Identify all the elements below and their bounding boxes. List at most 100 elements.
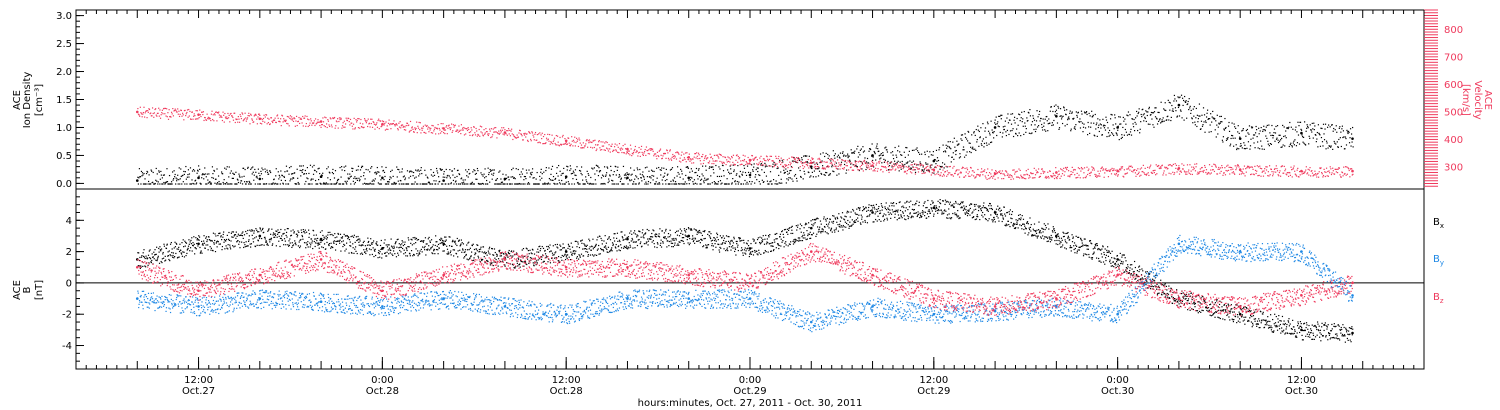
data-point bbox=[300, 175, 302, 177]
data-point bbox=[486, 179, 488, 182]
data-point bbox=[513, 177, 515, 179]
data-point bbox=[689, 171, 691, 173]
data-point bbox=[915, 148, 917, 150]
data-point bbox=[738, 157, 741, 159]
data-point bbox=[355, 119, 357, 121]
data-point bbox=[801, 157, 803, 159]
data-point bbox=[195, 237, 197, 239]
data-point bbox=[426, 176, 428, 178]
data-point bbox=[1220, 115, 1222, 118]
data-point bbox=[171, 251, 173, 254]
data-point bbox=[146, 117, 148, 119]
data-point bbox=[1329, 145, 1331, 147]
data-point bbox=[474, 132, 476, 134]
data-point bbox=[1097, 126, 1099, 129]
data-point bbox=[730, 168, 732, 170]
data-point bbox=[969, 142, 971, 144]
data-point bbox=[463, 126, 465, 129]
data-point bbox=[634, 183, 636, 185]
data-point bbox=[355, 169, 358, 171]
data-point bbox=[141, 172, 144, 174]
data-point bbox=[670, 158, 672, 160]
data-point bbox=[1162, 172, 1165, 174]
data-point bbox=[1269, 132, 1271, 134]
data-point bbox=[225, 183, 227, 185]
data-point bbox=[862, 146, 864, 148]
data-point bbox=[206, 113, 208, 115]
data-point bbox=[270, 117, 272, 119]
data-point bbox=[1004, 125, 1006, 127]
data-point bbox=[596, 170, 598, 172]
data-point bbox=[432, 125, 434, 127]
data-point bbox=[732, 161, 734, 163]
data-point bbox=[1050, 106, 1052, 108]
data-point bbox=[624, 143, 626, 145]
data-point bbox=[1157, 111, 1159, 114]
series-anchor-point bbox=[687, 156, 691, 159]
data-point bbox=[688, 159, 690, 161]
data-point bbox=[551, 179, 553, 181]
data-point bbox=[1334, 142, 1336, 144]
data-point bbox=[1321, 127, 1323, 130]
data-point bbox=[423, 183, 425, 185]
data-point bbox=[1312, 175, 1314, 177]
data-point bbox=[1255, 172, 1257, 175]
data-point bbox=[630, 167, 632, 169]
data-point bbox=[1245, 129, 1247, 132]
data-point bbox=[886, 149, 888, 151]
data-point bbox=[143, 256, 146, 258]
data-point bbox=[189, 250, 191, 252]
data-point bbox=[160, 114, 162, 116]
data-point bbox=[993, 175, 995, 177]
data-point bbox=[936, 173, 938, 175]
data-point bbox=[948, 166, 950, 168]
data-point bbox=[428, 181, 430, 183]
data-point bbox=[999, 115, 1001, 118]
data-point bbox=[849, 159, 851, 161]
data-point bbox=[474, 134, 477, 136]
data-point bbox=[620, 178, 622, 180]
data-point bbox=[860, 160, 862, 163]
data-point bbox=[1295, 175, 1298, 177]
data-point bbox=[1236, 165, 1238, 167]
data-point bbox=[958, 169, 960, 171]
data-point bbox=[1153, 172, 1155, 174]
data-point bbox=[985, 142, 988, 144]
data-point bbox=[148, 250, 150, 252]
data-point bbox=[449, 169, 451, 171]
data-point bbox=[938, 147, 941, 149]
data-point bbox=[1029, 115, 1032, 117]
data-point bbox=[336, 121, 338, 123]
data-point bbox=[346, 183, 348, 185]
data-point bbox=[324, 116, 326, 118]
data-point bbox=[1228, 166, 1230, 168]
data-point bbox=[375, 173, 377, 175]
data-point bbox=[904, 156, 906, 159]
data-point bbox=[1073, 117, 1075, 119]
data-point bbox=[861, 162, 864, 164]
data-point bbox=[1289, 143, 1291, 146]
data-point bbox=[520, 133, 523, 136]
data-point bbox=[833, 154, 835, 157]
data-point bbox=[934, 166, 936, 168]
data-point bbox=[160, 170, 162, 173]
data-point bbox=[673, 183, 675, 185]
data-point bbox=[825, 152, 827, 155]
data-point bbox=[1008, 174, 1010, 176]
data-point bbox=[327, 177, 329, 179]
data-point bbox=[531, 131, 533, 133]
data-point bbox=[1106, 169, 1108, 172]
data-point bbox=[610, 145, 613, 147]
data-point bbox=[228, 166, 230, 168]
data-point bbox=[705, 165, 707, 167]
data-point bbox=[1220, 170, 1222, 172]
data-point bbox=[341, 127, 343, 129]
data-point bbox=[1154, 107, 1156, 109]
data-point bbox=[561, 172, 563, 175]
series-anchor-point bbox=[748, 173, 752, 177]
data-point bbox=[156, 115, 158, 117]
data-point bbox=[500, 178, 502, 180]
data-point bbox=[498, 133, 500, 135]
data-point bbox=[1017, 135, 1019, 137]
